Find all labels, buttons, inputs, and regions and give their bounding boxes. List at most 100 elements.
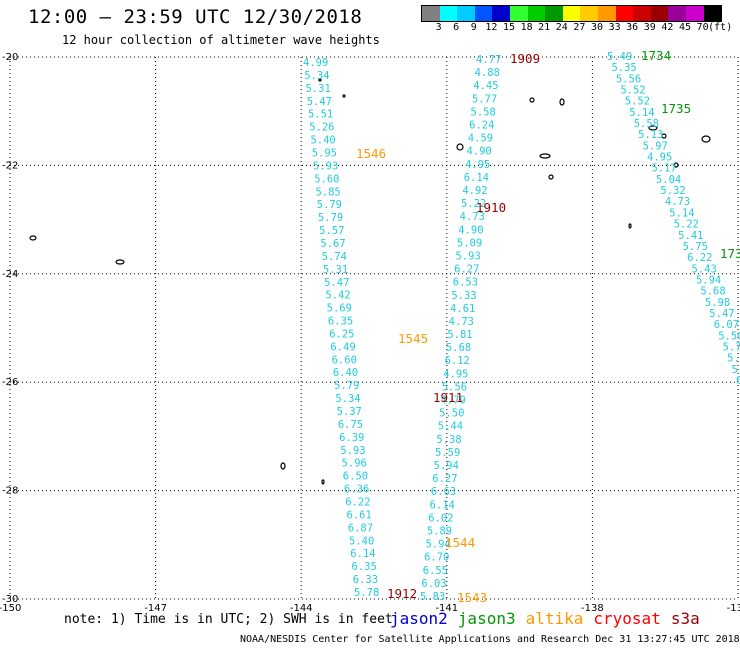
colorbar-swatch [545, 6, 563, 21]
track-b-value: 5.89 [427, 526, 452, 538]
track-c-value: 5.8 [727, 353, 740, 365]
track-a-value: 6.39 [339, 432, 364, 444]
legend-jason3: jason3 [457, 609, 516, 628]
island-outline [342, 94, 346, 98]
track-c-value: 5.22 [674, 219, 699, 231]
track-b-value: 5.58 [471, 106, 496, 118]
lon-tick-label: -138 [581, 603, 604, 614]
track-a-value: 5.40 [349, 535, 374, 547]
colorbar-swatch [492, 6, 510, 21]
track-a-value: 6.60 [332, 354, 357, 366]
lon-tick-label: -141 [435, 603, 458, 614]
track-b-value: 4.79 [440, 395, 465, 407]
track-b-value: 6.27 [454, 264, 479, 276]
track-b-value: 6.70 [424, 552, 449, 564]
map-grid [9, 56, 739, 600]
pass-label: 1734 [641, 48, 671, 63]
track-b-value: 5.50 [439, 408, 464, 420]
track-a-value: 5.96 [342, 458, 367, 470]
colorbar-swatch [422, 6, 440, 21]
colorbar-label: 12 [485, 22, 498, 33]
lon-tick-label: -147 [144, 603, 167, 614]
track-a-value: 6.40 [333, 367, 358, 379]
track-a-value: 6.33 [353, 574, 378, 586]
track-c-value: 5.68 [700, 286, 725, 298]
islands [29, 78, 711, 485]
track-c-value: 5.13 [638, 129, 663, 141]
track-a-value: 6.14 [350, 548, 375, 560]
track-b-value: 5.22 [461, 198, 486, 210]
track-a-value: 5.51 [308, 109, 333, 121]
track-a-value: 5.74 [322, 251, 347, 263]
island-outline [29, 235, 37, 241]
island-outline [559, 98, 565, 106]
colorbar-label: 33 [608, 22, 621, 33]
track-a-value: 5.67 [320, 238, 345, 250]
lat-tick-label: -28 [2, 486, 18, 497]
track-b-value: 5.38 [436, 434, 461, 446]
island-outline [529, 97, 535, 103]
track-c-value: 5.17 [651, 163, 676, 175]
colorbar-swatch [474, 6, 493, 21]
track-c-value: 5.43 [692, 263, 717, 275]
pass-label: 173 [720, 246, 740, 261]
wave-tracks: 4.995.345.315.475.515.265.405.955.935.60… [303, 51, 740, 603]
track-a-value: 5.34 [304, 70, 329, 82]
satellite-legend: jason2 jason3 altika cryosat s3a [390, 609, 710, 628]
pass-label: 1910 [476, 200, 506, 215]
track-b-value: 4.90 [458, 224, 483, 236]
map-title: 12:00 – 23:59 UTC 12/30/2018 [28, 6, 363, 28]
colorbar-swatch [580, 6, 598, 21]
track-c-value: 5.75 [683, 241, 708, 253]
track-b-value: 4.77 [476, 54, 501, 66]
island-outline [648, 125, 658, 131]
track-b-value: 6.14 [464, 172, 489, 184]
track-a-value: 5.42 [325, 290, 350, 302]
pass-labels: 1909 1546 1910 1734 1735 173 1545 1911 1544 1912 1… [356, 48, 740, 605]
island-outline [548, 174, 554, 180]
track-b-value: 6.14 [430, 499, 455, 511]
track-a-value: 5.37 [337, 406, 362, 418]
island-outline [280, 462, 286, 470]
colorbar-label: 39 [643, 22, 656, 33]
track-b-value: 5.81 [447, 329, 472, 341]
pass-label: 1912 [387, 586, 417, 601]
track-a-value: 5.40 [310, 135, 335, 147]
colorbar-swatch [650, 6, 669, 21]
colorbar-label: 15 [502, 22, 516, 33]
colorbar-swatch [457, 6, 475, 21]
track-a-value: 5.69 [327, 303, 352, 315]
track-b-value: 5.94 [434, 460, 459, 472]
track-a-value: 6.75 [338, 419, 363, 431]
track-c-value: 5.47 [709, 308, 734, 320]
colorbar-swatch [562, 6, 581, 21]
island-outline [115, 259, 125, 265]
track-b-value: 4.61 [450, 303, 475, 315]
legend-jason2: jason2 [390, 609, 448, 628]
track-c-value: 5.04 [656, 174, 681, 186]
track-a-value: 4.99 [303, 57, 328, 69]
island-outline [628, 223, 632, 229]
track-b-value: 4.95 [443, 368, 468, 380]
track-a-value: 6.61 [347, 509, 372, 521]
colorbar-swatch [633, 6, 651, 21]
track-a-value: 6.87 [348, 522, 373, 534]
colorbar-swatch [685, 6, 704, 21]
track-b-value: 4.92 [462, 185, 487, 197]
track-a-value: 5.60 [314, 173, 339, 185]
track-a-value: 6.36 [344, 484, 369, 496]
track-b-value: 5.94 [425, 539, 450, 551]
track-a-value: 5.79 [334, 380, 359, 392]
track-c-value: 4.95 [647, 152, 672, 164]
lat-tick-label: -24 [2, 269, 18, 280]
track-c-value: 5.98 [705, 297, 730, 309]
track-b-value: 6.55 [423, 565, 448, 577]
track-b-value: 4.45 [473, 80, 498, 92]
legend-altika: altika [525, 609, 584, 628]
track-a-value: 5.31 [305, 83, 330, 95]
track-c-value: 5.97 [643, 140, 668, 152]
pass-label: 1911 [433, 390, 463, 405]
track-a-value: 5.93 [340, 445, 365, 457]
